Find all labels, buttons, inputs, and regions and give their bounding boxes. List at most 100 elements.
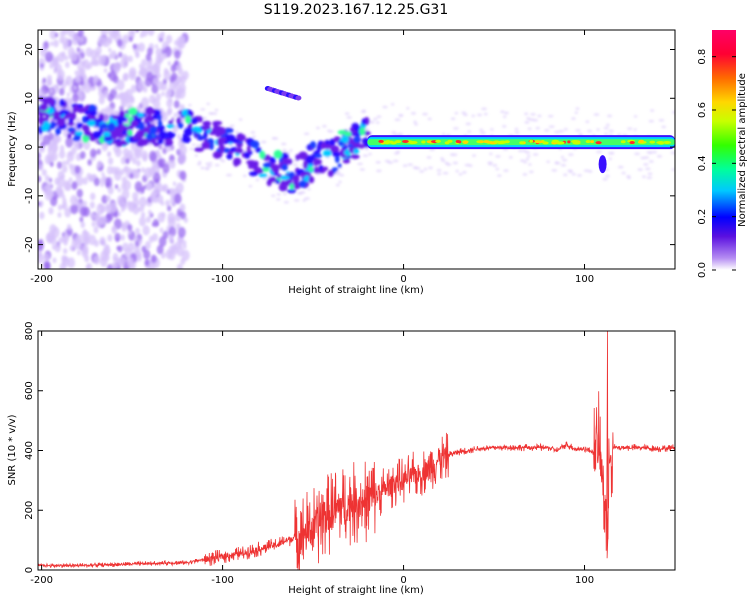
spectral-blob [91, 173, 97, 180]
spectral-blob [61, 194, 66, 200]
spectral-blob [365, 147, 369, 151]
spectral-blob [454, 111, 459, 115]
spectral-blob [544, 129, 550, 132]
spectral-blob [423, 167, 428, 171]
spectral-blob [643, 163, 649, 166]
spectral-blob [64, 55, 69, 61]
spectral-blob [105, 203, 110, 210]
spectral-blob [54, 32, 59, 38]
spectral-blob [298, 151, 308, 160]
spectral-blob [410, 112, 416, 115]
spectral-blob [527, 154, 531, 158]
spectral-blob [437, 172, 442, 176]
spectral-blob [535, 126, 540, 130]
spectral-blob [168, 120, 173, 125]
spectral-blob [81, 124, 90, 132]
spectral-blob [63, 248, 68, 255]
spectral-blob [563, 128, 568, 131]
spectral-blob [547, 114, 554, 118]
spectral-blob [259, 150, 266, 159]
spectral-blob [480, 131, 486, 135]
spectral-blob [68, 177, 73, 183]
spectral-blob [303, 175, 310, 183]
spectral-blob [183, 244, 187, 250]
band-peak [385, 141, 389, 145]
spectral-blob [202, 120, 212, 127]
spectral-blob [53, 136, 58, 142]
spectral-blob [62, 30, 69, 36]
spectral-blob [335, 183, 340, 187]
snr-xtick-label: 0 [400, 575, 406, 586]
spectral-blob [112, 30, 120, 36]
spectral-blob [112, 127, 122, 136]
spectral-blob [177, 122, 184, 129]
spectral-blob [286, 189, 297, 194]
spectral-blob [217, 126, 226, 136]
spectral-blob [634, 152, 641, 156]
spectral-blob [98, 35, 105, 46]
spectral-blob [633, 128, 637, 131]
spectral-blob [362, 154, 369, 157]
spectral-blob [43, 260, 51, 269]
spectral-blob [334, 154, 340, 164]
spectral-blob [530, 113, 536, 116]
spectral-blob [247, 160, 253, 170]
spectral-blob [608, 129, 614, 133]
spectral-blob [514, 127, 519, 131]
spectral-blob [173, 112, 177, 118]
spectral-blob [136, 160, 141, 167]
spectral-blob [661, 125, 667, 129]
spectral-blob [134, 240, 140, 247]
spectral-blob [203, 130, 208, 139]
spectral-blob [642, 175, 646, 178]
spectral-blob [38, 164, 44, 171]
spectral-blob [637, 168, 643, 171]
spectral-blob [159, 158, 166, 167]
spectral-blob [96, 148, 101, 155]
spectral-blob [144, 241, 151, 250]
spectral-blob [63, 233, 70, 243]
spectral-blob [84, 116, 90, 123]
spectral-blob [136, 129, 146, 138]
spectral-blob [488, 162, 493, 166]
spectral-blob [268, 177, 275, 182]
spectral-blob [197, 163, 202, 166]
spectral-blob [168, 226, 177, 237]
spectral-blob [116, 118, 122, 125]
spectral-blob [174, 89, 182, 100]
spectral-blob [112, 252, 119, 261]
spectral-blob [153, 142, 160, 147]
spectral-blob [627, 127, 633, 130]
spectral-blob [195, 128, 203, 133]
spectrogram-ytick-label: 10 [24, 92, 35, 105]
spectral-blob [280, 175, 290, 180]
spectral-blob [122, 73, 128, 82]
spectral-blob [107, 151, 112, 157]
spectral-blob [471, 114, 475, 118]
spectral-blob [78, 34, 84, 43]
spectral-blob [148, 235, 155, 243]
spectral-blob [342, 158, 351, 164]
spectral-blob [563, 173, 568, 177]
spectral-blob [309, 141, 317, 149]
spectral-blob [255, 147, 262, 153]
spectral-blob [441, 132, 446, 136]
spectral-blob [289, 183, 295, 190]
spectral-blob [651, 150, 657, 154]
spectral-blob [640, 156, 646, 160]
spectral-blob [373, 117, 378, 121]
spectral-blob [87, 62, 93, 69]
spectral-blob [489, 152, 493, 156]
spectral-blob [353, 148, 360, 154]
spectral-blob [188, 103, 192, 107]
spectral-blob [442, 171, 449, 175]
spectral-blob [96, 160, 103, 168]
spectral-blob [490, 128, 494, 131]
spectral-blob [38, 201, 41, 207]
spectral-blob [177, 134, 181, 140]
band-peak [585, 140, 591, 144]
spectral-blob [596, 150, 602, 154]
spectral-blob [522, 173, 528, 176]
spectral-blob [608, 157, 612, 161]
band-peak [663, 140, 671, 144]
